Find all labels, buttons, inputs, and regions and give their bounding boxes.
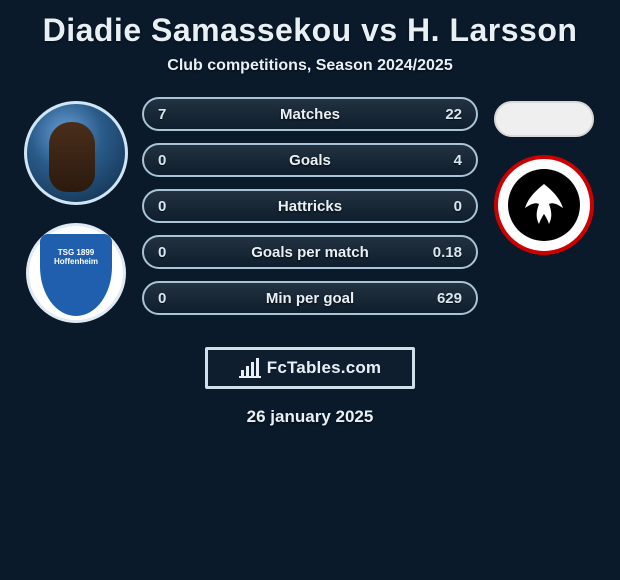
- eagle-icon: [517, 178, 571, 232]
- stat-row-goals: 0 Goals 4: [142, 143, 478, 177]
- stat-right-value: 0: [422, 198, 462, 215]
- club-badge-left: [26, 223, 126, 323]
- left-side: [16, 97, 136, 323]
- stat-left-value: 0: [158, 152, 198, 169]
- stat-left-value: 7: [158, 106, 198, 123]
- stat-left-value: 0: [158, 290, 198, 307]
- stat-row-matches: 7 Matches 22: [142, 97, 478, 131]
- stat-right-value: 4: [422, 152, 462, 169]
- comparison-card: Diadie Samassekou vs H. Larsson Club com…: [0, 0, 620, 427]
- club-badge-right: [494, 155, 594, 255]
- brand-box: FcTables.com: [205, 347, 415, 389]
- stat-row-min-per-goal: 0 Min per goal 629: [142, 281, 478, 315]
- date-line: 26 january 2025: [247, 407, 374, 427]
- bar-chart-icon: [239, 358, 261, 378]
- right-side: [484, 97, 604, 255]
- stat-row-hattricks: 0 Hattricks 0: [142, 189, 478, 223]
- stat-left-value: 0: [158, 198, 198, 215]
- player-photo-right: [494, 101, 594, 137]
- subtitle: Club competitions, Season 2024/2025: [167, 57, 452, 75]
- stat-right-value: 629: [422, 290, 462, 307]
- player-photo-left: [24, 101, 128, 205]
- brand-text: FcTables.com: [267, 358, 382, 378]
- stat-left-value: 0: [158, 244, 198, 261]
- stat-row-goals-per-match: 0 Goals per match 0.18: [142, 235, 478, 269]
- main-row: 7 Matches 22 0 Goals 4 0 Hattricks 0 0 G…: [0, 97, 620, 323]
- stats-column: 7 Matches 22 0 Goals 4 0 Hattricks 0 0 G…: [136, 97, 484, 315]
- page-title: Diadie Samassekou vs H. Larsson: [43, 12, 578, 49]
- stat-right-value: 22: [422, 106, 462, 123]
- stat-right-value: 0.18: [422, 244, 462, 261]
